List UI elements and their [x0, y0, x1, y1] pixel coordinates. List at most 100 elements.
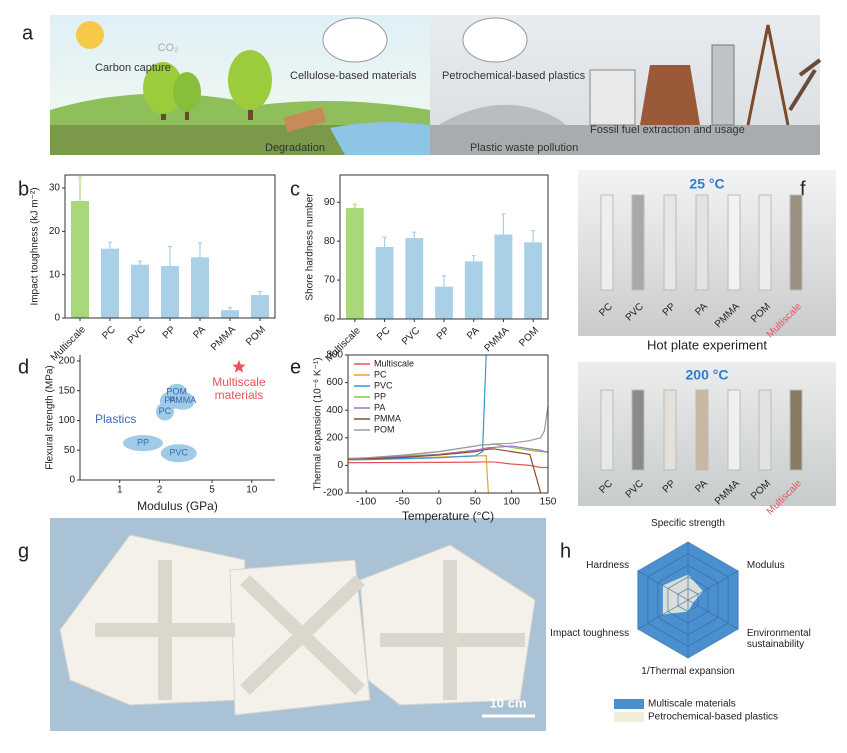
radar-axis-label: Environmental sustainability — [746, 628, 811, 650]
radar-axis-label-box: Hardness — [586, 560, 629, 571]
radar-spoke — [687, 570, 739, 601]
sample-bar — [695, 389, 709, 471]
error-bar — [168, 245, 172, 287]
legend-label: POM — [374, 424, 395, 434]
x-tick-label: -100 — [356, 497, 376, 508]
y-axis-label: Thermal expansion (10⁻⁶ K⁻¹) — [313, 357, 324, 490]
sample-bar — [600, 389, 614, 471]
photo-title: 200 °C — [686, 367, 729, 383]
sample-bar — [758, 194, 772, 291]
bar — [221, 310, 239, 318]
x-tick-label: PP — [435, 325, 452, 342]
axes-frame — [64, 174, 276, 319]
x-tick-label: PC — [100, 324, 118, 342]
series-line — [348, 448, 542, 493]
error-bar — [501, 213, 506, 256]
panel-label: f — [800, 178, 806, 200]
bar — [131, 264, 149, 318]
legend-label: PMMA — [374, 413, 401, 423]
series-line — [348, 455, 489, 493]
radar-axis-label: Impact toughness — [550, 628, 630, 639]
y-tick-label: 0 — [54, 313, 60, 324]
sample-bar — [727, 194, 741, 291]
radar-axis-label-box: Specific strength — [651, 518, 725, 529]
legend-label: Multiscale — [374, 358, 414, 368]
y-tick-label: 30 — [49, 183, 61, 194]
y-tick-label: 200 — [326, 432, 343, 443]
bar — [71, 201, 89, 318]
radar-axis-label-box: Modulus — [746, 560, 785, 571]
legend-label: Petrochemical-based plastics — [648, 712, 778, 723]
illustration-label: Plastic waste pollution — [470, 142, 578, 154]
legend-swatch — [614, 712, 644, 722]
bar — [464, 261, 483, 319]
bar — [161, 266, 179, 318]
sample-bar — [695, 194, 709, 291]
series-label: Plastics — [95, 412, 136, 426]
x-tick-label: 0 — [436, 497, 442, 508]
panel-label: c — [290, 178, 300, 200]
x-tick-label: -50 — [395, 497, 410, 508]
star-marker — [232, 359, 246, 373]
legend-label: Multiscale materials — [648, 699, 736, 710]
cellulose-board — [283, 107, 327, 132]
scale-bar-label: 10 cm — [490, 695, 527, 710]
y-axis-label: Flexural strength (MPa) — [45, 365, 56, 469]
panel-label: e — [290, 356, 301, 378]
y-tick-label: 150 — [58, 385, 75, 396]
error-bar — [531, 230, 536, 255]
error-bar — [382, 236, 387, 258]
legend-label: PA — [374, 402, 385, 412]
radar-axis-label: Specific strength — [651, 518, 725, 529]
y-tick-label: 200 — [58, 356, 75, 367]
sample-bar — [789, 389, 803, 471]
y-tick-label: 600 — [326, 377, 343, 388]
radar-axis-label-box: Environmental sustainability — [746, 628, 811, 650]
sample-bar — [631, 389, 645, 471]
bar — [435, 286, 453, 319]
data-region — [160, 444, 197, 463]
x-tick-label: PA — [191, 324, 208, 341]
error-bar — [78, 176, 82, 226]
photo-caption: Hot plate experiment — [647, 337, 767, 352]
factory — [589, 24, 822, 126]
radar-axis-label: Modulus — [746, 560, 785, 571]
radar-area — [662, 574, 704, 615]
x-tick-label: 10 — [246, 485, 258, 496]
y-tick-label: 50 — [64, 445, 76, 456]
y-tick-label: 80 — [324, 236, 336, 247]
y-tick-label: 90 — [324, 197, 336, 208]
panel-label: a — [22, 22, 34, 44]
error-bar — [108, 241, 112, 256]
sample-bar — [600, 194, 614, 291]
x-tick-label: 50 — [470, 497, 482, 508]
y-tick-label: 10 — [49, 269, 61, 280]
axes-frame — [339, 174, 549, 320]
water — [330, 122, 430, 155]
x-tick-label: 5 — [209, 485, 215, 496]
sample-bar — [727, 389, 741, 471]
radar-axis-label: 1/Thermal expansion — [641, 666, 735, 677]
point-label: PC — [159, 406, 172, 416]
legend-swatch — [614, 699, 644, 709]
legend-label: PP — [374, 391, 386, 401]
series-label-box: Multiscale materials — [212, 376, 265, 402]
sample-bar — [789, 194, 803, 291]
panel-label: g — [18, 540, 29, 562]
sample-bar — [758, 389, 772, 471]
error-bar — [442, 275, 446, 299]
x-tick-label: 2 — [157, 485, 163, 496]
bar — [251, 295, 269, 318]
thought-bubble — [322, 17, 388, 63]
x-axis-label: Modulus (GPa) — [137, 499, 218, 513]
y-tick-label: 70 — [324, 275, 336, 286]
error-bar — [228, 307, 232, 314]
x-tick-label: PP — [161, 324, 178, 341]
y-tick-label: 100 — [58, 415, 75, 426]
y-axis-label: Impact toughness (kJ m⁻²) — [30, 187, 41, 305]
panel-label: d — [18, 356, 29, 378]
series-line — [348, 445, 548, 460]
y-tick-label: 60 — [324, 314, 336, 325]
